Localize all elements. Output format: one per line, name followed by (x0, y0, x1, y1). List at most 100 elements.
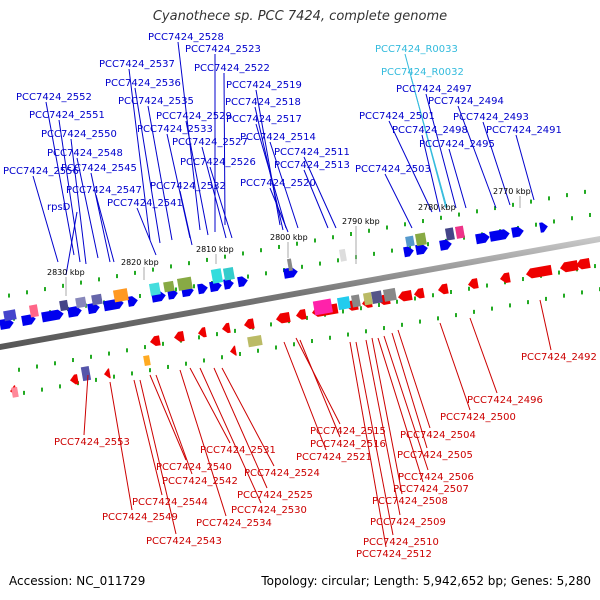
tick-mark (589, 212, 591, 217)
tick-mark (36, 364, 38, 369)
gene-label: PCC7424_2497 (396, 84, 472, 95)
gene-label: PCC7424_2519 (226, 80, 302, 91)
tick-mark (95, 377, 97, 382)
tick-mark (360, 306, 362, 311)
tick-mark (23, 390, 25, 395)
genome-stats-text: Topology: circular; Length: 5,942,652 bp… (261, 574, 591, 588)
tick-mark (239, 351, 241, 356)
kbp-label: 2790 kbp (342, 217, 380, 226)
feature-block (414, 232, 427, 247)
forward-gene-arrow (21, 314, 36, 326)
kbp-label: 2800 kbp (270, 233, 308, 242)
label-leader-line (199, 367, 262, 504)
tick-mark (378, 302, 380, 307)
tick-mark (175, 287, 177, 292)
feature-block (362, 292, 373, 306)
gene-label: PCC7424_2513 (274, 160, 350, 171)
label-leader-line (299, 339, 341, 438)
label-leader-line (147, 105, 173, 241)
tick-mark (332, 235, 334, 240)
gene-label: PCC7424_2491 (486, 125, 562, 136)
tick-mark (522, 277, 524, 282)
reverse-gene-arrow (150, 335, 161, 347)
tick-mark (260, 248, 262, 253)
gene-label: PCC7424_2545 (61, 163, 137, 174)
tick-mark (468, 286, 470, 291)
tick-mark (126, 348, 128, 353)
gene-label: PCC7424_2528 (148, 32, 224, 43)
feature-block (3, 309, 17, 322)
label-leader-line (201, 146, 227, 239)
gene-label: PCC7424_2494 (428, 96, 504, 107)
tick-mark (80, 280, 82, 285)
gene-label: PCC7424_2553 (54, 437, 130, 448)
feature-block (75, 296, 87, 309)
gene-label: PCC7424_2541 (107, 198, 183, 209)
tick-mark (257, 348, 259, 353)
label-leader-line (189, 367, 231, 444)
gene-label: PCC7424_2518 (225, 97, 301, 108)
tick-mark (293, 342, 295, 347)
gene-label: PCC7424_2500 (440, 412, 516, 423)
label-leader-line (128, 68, 151, 241)
reverse-gene-arrow (559, 260, 579, 273)
tick-mark (242, 251, 244, 256)
label-leader-line (95, 194, 115, 263)
label-leader-line (70, 138, 87, 265)
gene-features (0, 222, 591, 398)
forward-gene-arrow (41, 309, 64, 323)
reverse-gene-arrow (500, 272, 511, 284)
label-leader-line (149, 374, 187, 461)
forward-gene-arrow (283, 267, 298, 279)
tick-mark (18, 367, 20, 372)
gene-label: PCC7424_2511 (274, 147, 350, 158)
tick-mark (548, 196, 550, 201)
tick-mark (188, 261, 190, 266)
gene-label: PCC7424_2549 (102, 512, 178, 523)
tick-mark (221, 355, 223, 360)
reverse-gene-arrow (525, 264, 553, 279)
label-leader-line (283, 341, 327, 451)
tick-mark (113, 374, 115, 379)
tick-mark (509, 303, 511, 308)
tick-mark (26, 290, 28, 295)
gene-label: PCC7424_2522 (194, 63, 270, 74)
reverse-gene-arrow (413, 287, 425, 299)
gene-label: PCC7424_2547 (66, 185, 142, 196)
tick-mark (54, 361, 56, 366)
reverse-gene-arrow (221, 322, 231, 334)
gene-label: PCC7424_2501 (359, 111, 435, 122)
forward-gene-arrow (223, 278, 234, 290)
label-leader-line (269, 187, 289, 233)
gene-label: PCC7424_2548 (47, 148, 123, 159)
gene-label: PCC7424_2535 (118, 96, 194, 107)
feature-block (163, 280, 175, 293)
label-leader-line (139, 379, 177, 535)
tick-mark (59, 384, 61, 389)
tick-mark (368, 228, 370, 233)
label-leaders (32, 41, 552, 548)
tick-mark (450, 290, 452, 294)
tick-mark (491, 306, 493, 311)
gene-label: PCC7424_2525 (237, 490, 313, 501)
gene-label: PCC7424_2517 (226, 114, 302, 125)
tick-mark (463, 235, 465, 240)
feature-block (222, 267, 235, 281)
tick-mark (594, 264, 596, 269)
feature-block (382, 287, 397, 302)
forward-gene-arrow (403, 246, 414, 258)
feature-block (405, 235, 415, 247)
gene-label: PCC7424_2510 (363, 537, 439, 548)
reverse-gene-arrow (437, 283, 449, 295)
label-leader-line (539, 299, 552, 351)
tick-mark (350, 232, 352, 236)
label-leader-line (65, 211, 78, 276)
tick-mark (41, 387, 43, 392)
reverse-gene-arrow (244, 318, 255, 330)
label-leader-line (136, 207, 157, 256)
tick-mark (409, 245, 411, 250)
label-leader-line (469, 317, 498, 394)
gene-label: PCC7424_2544 (132, 497, 208, 508)
tick-mark (170, 264, 172, 269)
